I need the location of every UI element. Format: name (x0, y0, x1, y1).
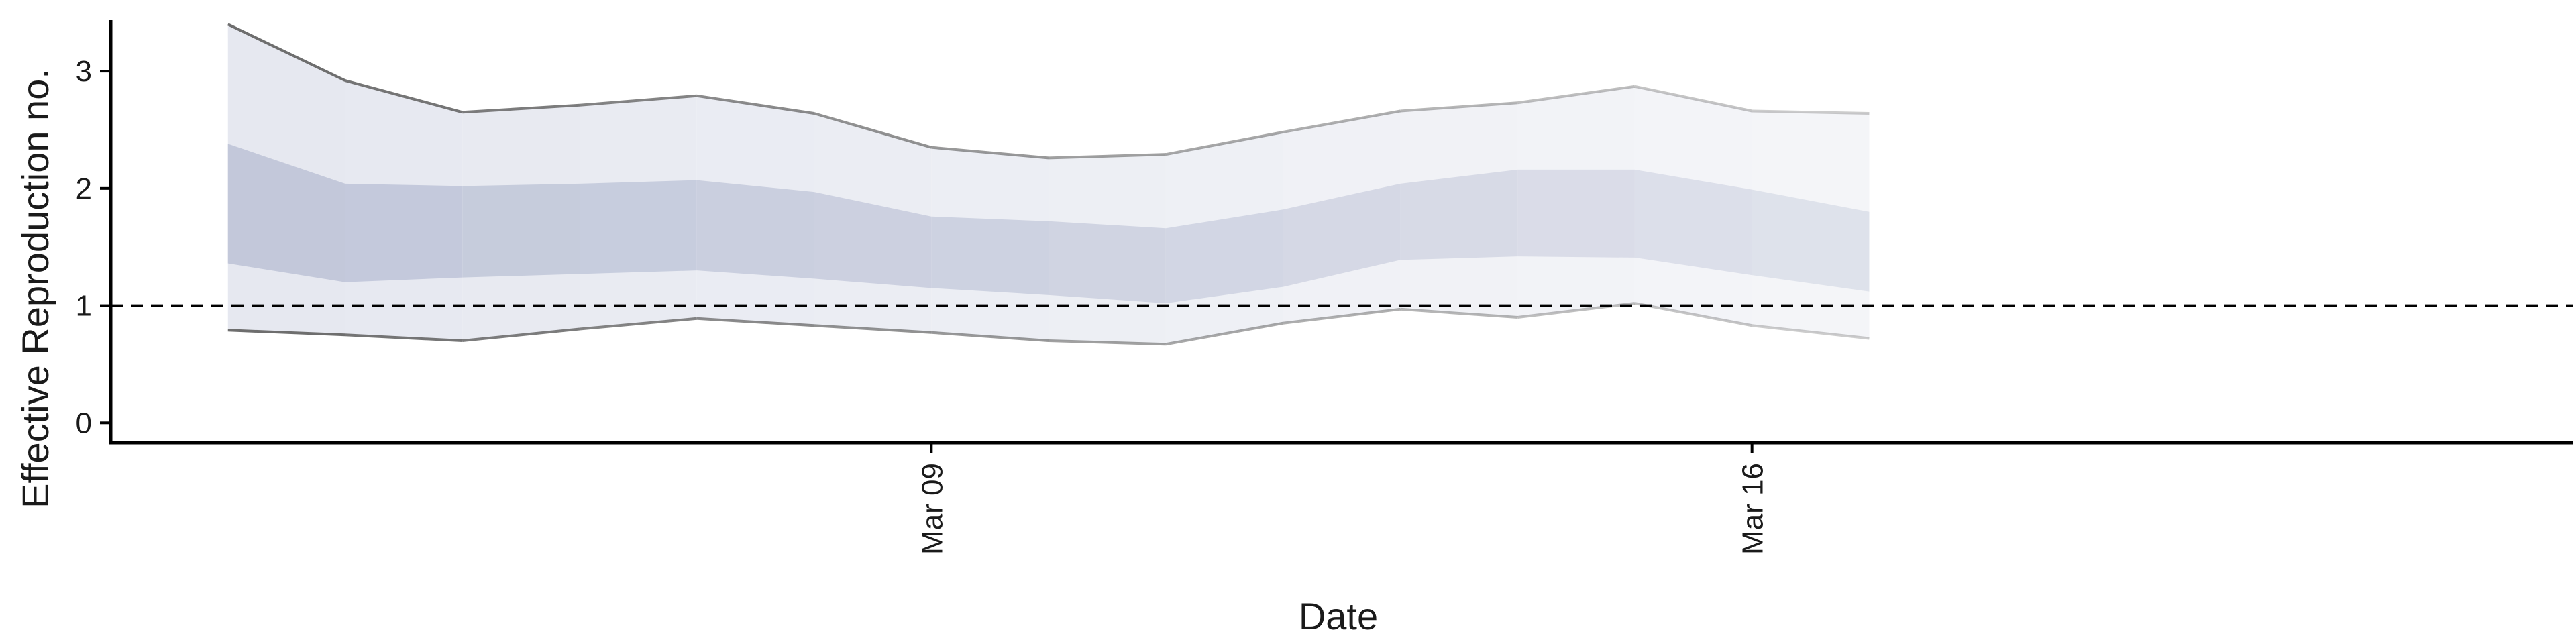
upper-edge-segment (579, 94, 697, 107)
lower-edge-segment (1049, 339, 1166, 346)
interval-bands (227, 24, 1870, 345)
upper-edge-segment (1283, 109, 1401, 133)
band-inner-segment (462, 183, 580, 278)
x-tick-label: Mar 09 (916, 463, 949, 555)
lower-edge-segment (345, 333, 463, 342)
x-tick-label: Mar 16 (1737, 463, 1770, 555)
y-ticks: 0 1 2 3 (76, 55, 111, 439)
band-inner-segment (580, 180, 697, 274)
band-outer-segment (1400, 103, 1518, 318)
upper-edge-segment (1165, 130, 1283, 156)
band-outer-segment (1517, 86, 1635, 318)
upper-edge-segment (814, 112, 932, 149)
lower-edge-segment (1400, 307, 1518, 319)
upper-edge-segment (345, 79, 463, 114)
lower-edge-segment (1283, 307, 1401, 325)
lower-edge-segment (1634, 302, 1753, 327)
band-inner-segment (1049, 221, 1166, 304)
upper-edge-segment (1517, 85, 1635, 105)
lower-edge-segment (931, 331, 1049, 342)
interval-edges (227, 23, 1870, 346)
lower-edge-segment (227, 329, 345, 337)
x-axis-title: Date (1299, 595, 1378, 637)
band-inner-segment (1165, 209, 1283, 304)
lower-edge-segment (814, 324, 932, 334)
band-inner-segment (1634, 169, 1752, 276)
band-inner-segment (227, 144, 345, 282)
lower-edge-segment (1752, 324, 1870, 340)
y-tick-label: 2 (76, 172, 92, 205)
band-inner-segment (696, 180, 814, 279)
y-tick-label: 0 (76, 407, 92, 439)
y-axis-title: Effective Reproduction no. (14, 68, 56, 508)
band-outer-segment (1634, 86, 1752, 326)
lower-edge-segment (1517, 302, 1635, 319)
band-inner-segment (1400, 169, 1518, 260)
y-tick-label: 3 (76, 55, 92, 88)
band-inner-segment (1517, 169, 1635, 258)
upper-edge-segment (931, 146, 1049, 160)
lower-edge-segment (696, 317, 814, 327)
band-inner-segment (931, 216, 1049, 295)
upper-edge-segment (1752, 109, 1870, 115)
lower-edge-segment (579, 317, 697, 331)
y-tick-label: 1 (76, 290, 92, 323)
upper-edge-segment (1049, 153, 1166, 160)
band-inner-segment (345, 183, 463, 282)
upper-edge-segment (227, 23, 346, 82)
x-ticks: Mar 09 Mar 16 (916, 443, 1770, 555)
band-outer-segment (1752, 111, 1870, 339)
band-inner-segment (1283, 183, 1401, 287)
lower-edge-segment (1165, 321, 1283, 346)
upper-edge-segment (1400, 101, 1518, 113)
lower-edge-segment (462, 327, 580, 342)
upper-edge-segment (462, 103, 580, 114)
band-inner-segment (1752, 189, 1870, 292)
band-inner-segment (814, 192, 932, 288)
upper-edge-segment (696, 94, 814, 115)
upper-edge-segment (1634, 85, 1753, 113)
